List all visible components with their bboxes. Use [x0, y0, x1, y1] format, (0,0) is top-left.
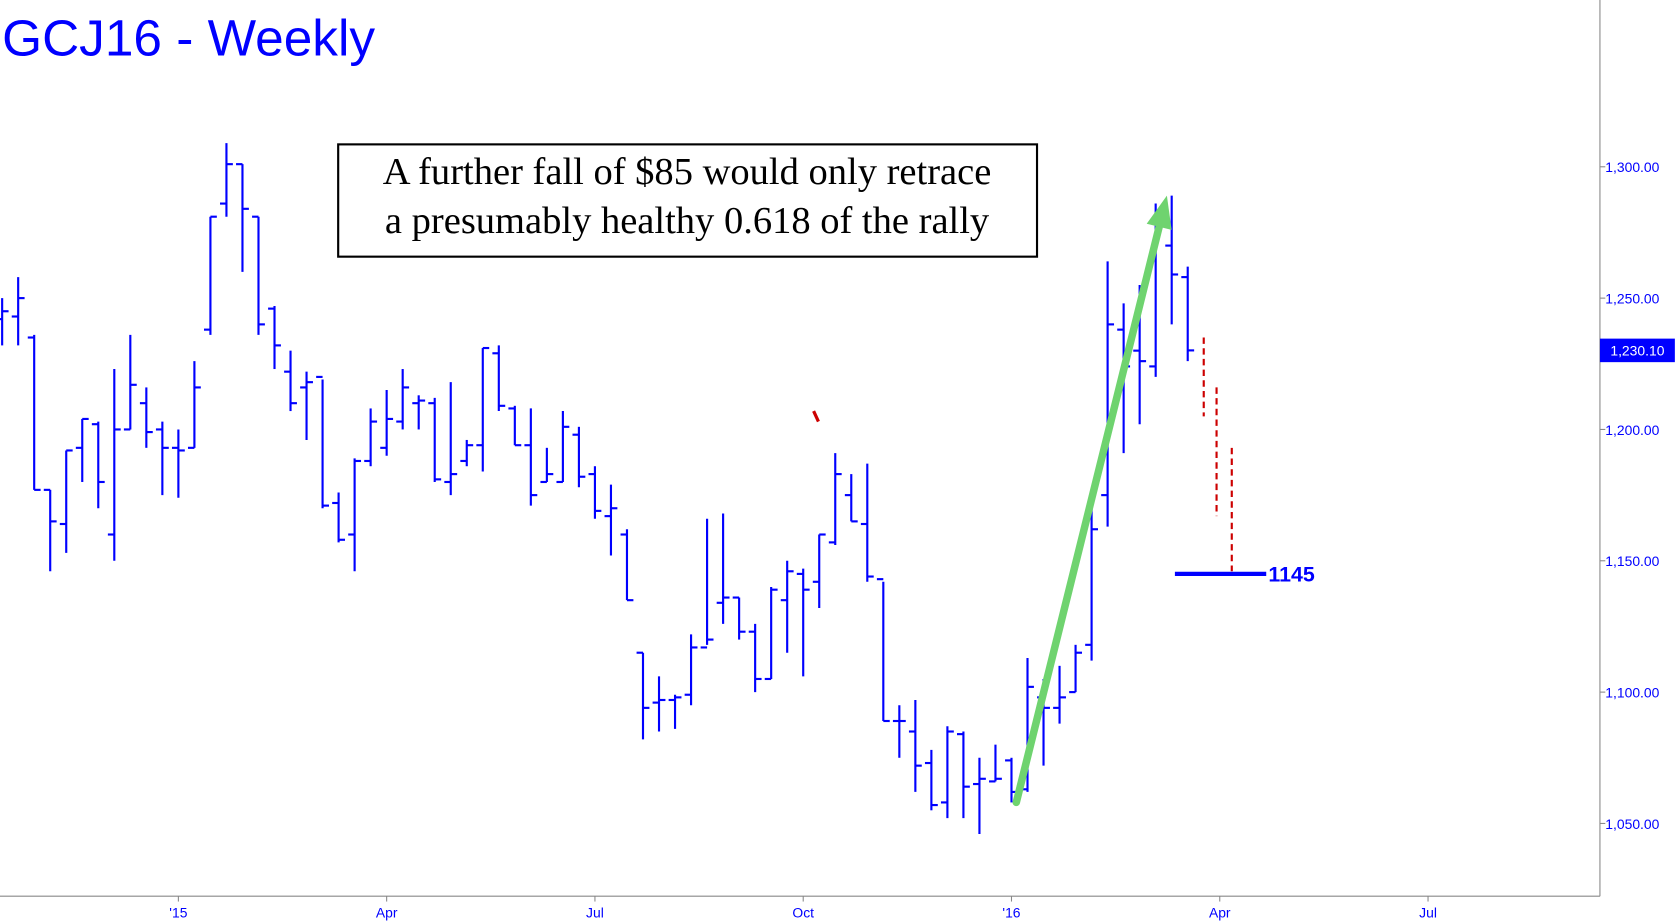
marker — [812, 410, 820, 423]
y-tick-label: 1,250.00 — [1605, 290, 1659, 306]
annotation-line: a presumably healthy 0.618 of the rally — [385, 200, 990, 242]
x-tick-label: '15 — [169, 905, 187, 921]
y-tick-label: 1,150.00 — [1605, 553, 1659, 569]
x-tick-label: Apr — [376, 905, 398, 921]
arrow-shaft — [1012, 223, 1163, 807]
price-tag-label: 1,230.10 — [1610, 343, 1664, 359]
annotation-box — [337, 143, 1039, 258]
x-tick-label: Apr — [1209, 905, 1231, 921]
target-label: 1145 — [1268, 562, 1314, 586]
x-tick-label: Jul — [586, 905, 604, 921]
x-tick-label: '16 — [1002, 905, 1020, 921]
y-tick-label: 1,300.00 — [1605, 159, 1659, 175]
arrow-head — [1146, 195, 1172, 230]
y-tick-label: 1,050.00 — [1605, 816, 1659, 832]
x-tick-label: Oct — [792, 905, 814, 921]
annotation-line: A further fall of $85 would only retrace — [383, 151, 992, 193]
x-tick-label: Jul — [1419, 905, 1437, 921]
y-tick-label: 1,200.00 — [1605, 422, 1659, 438]
price-tag — [1599, 338, 1675, 363]
y-tick-label: 1,100.00 — [1605, 684, 1659, 700]
chart-title: GCJ16 - Weekly — [2, 10, 375, 67]
